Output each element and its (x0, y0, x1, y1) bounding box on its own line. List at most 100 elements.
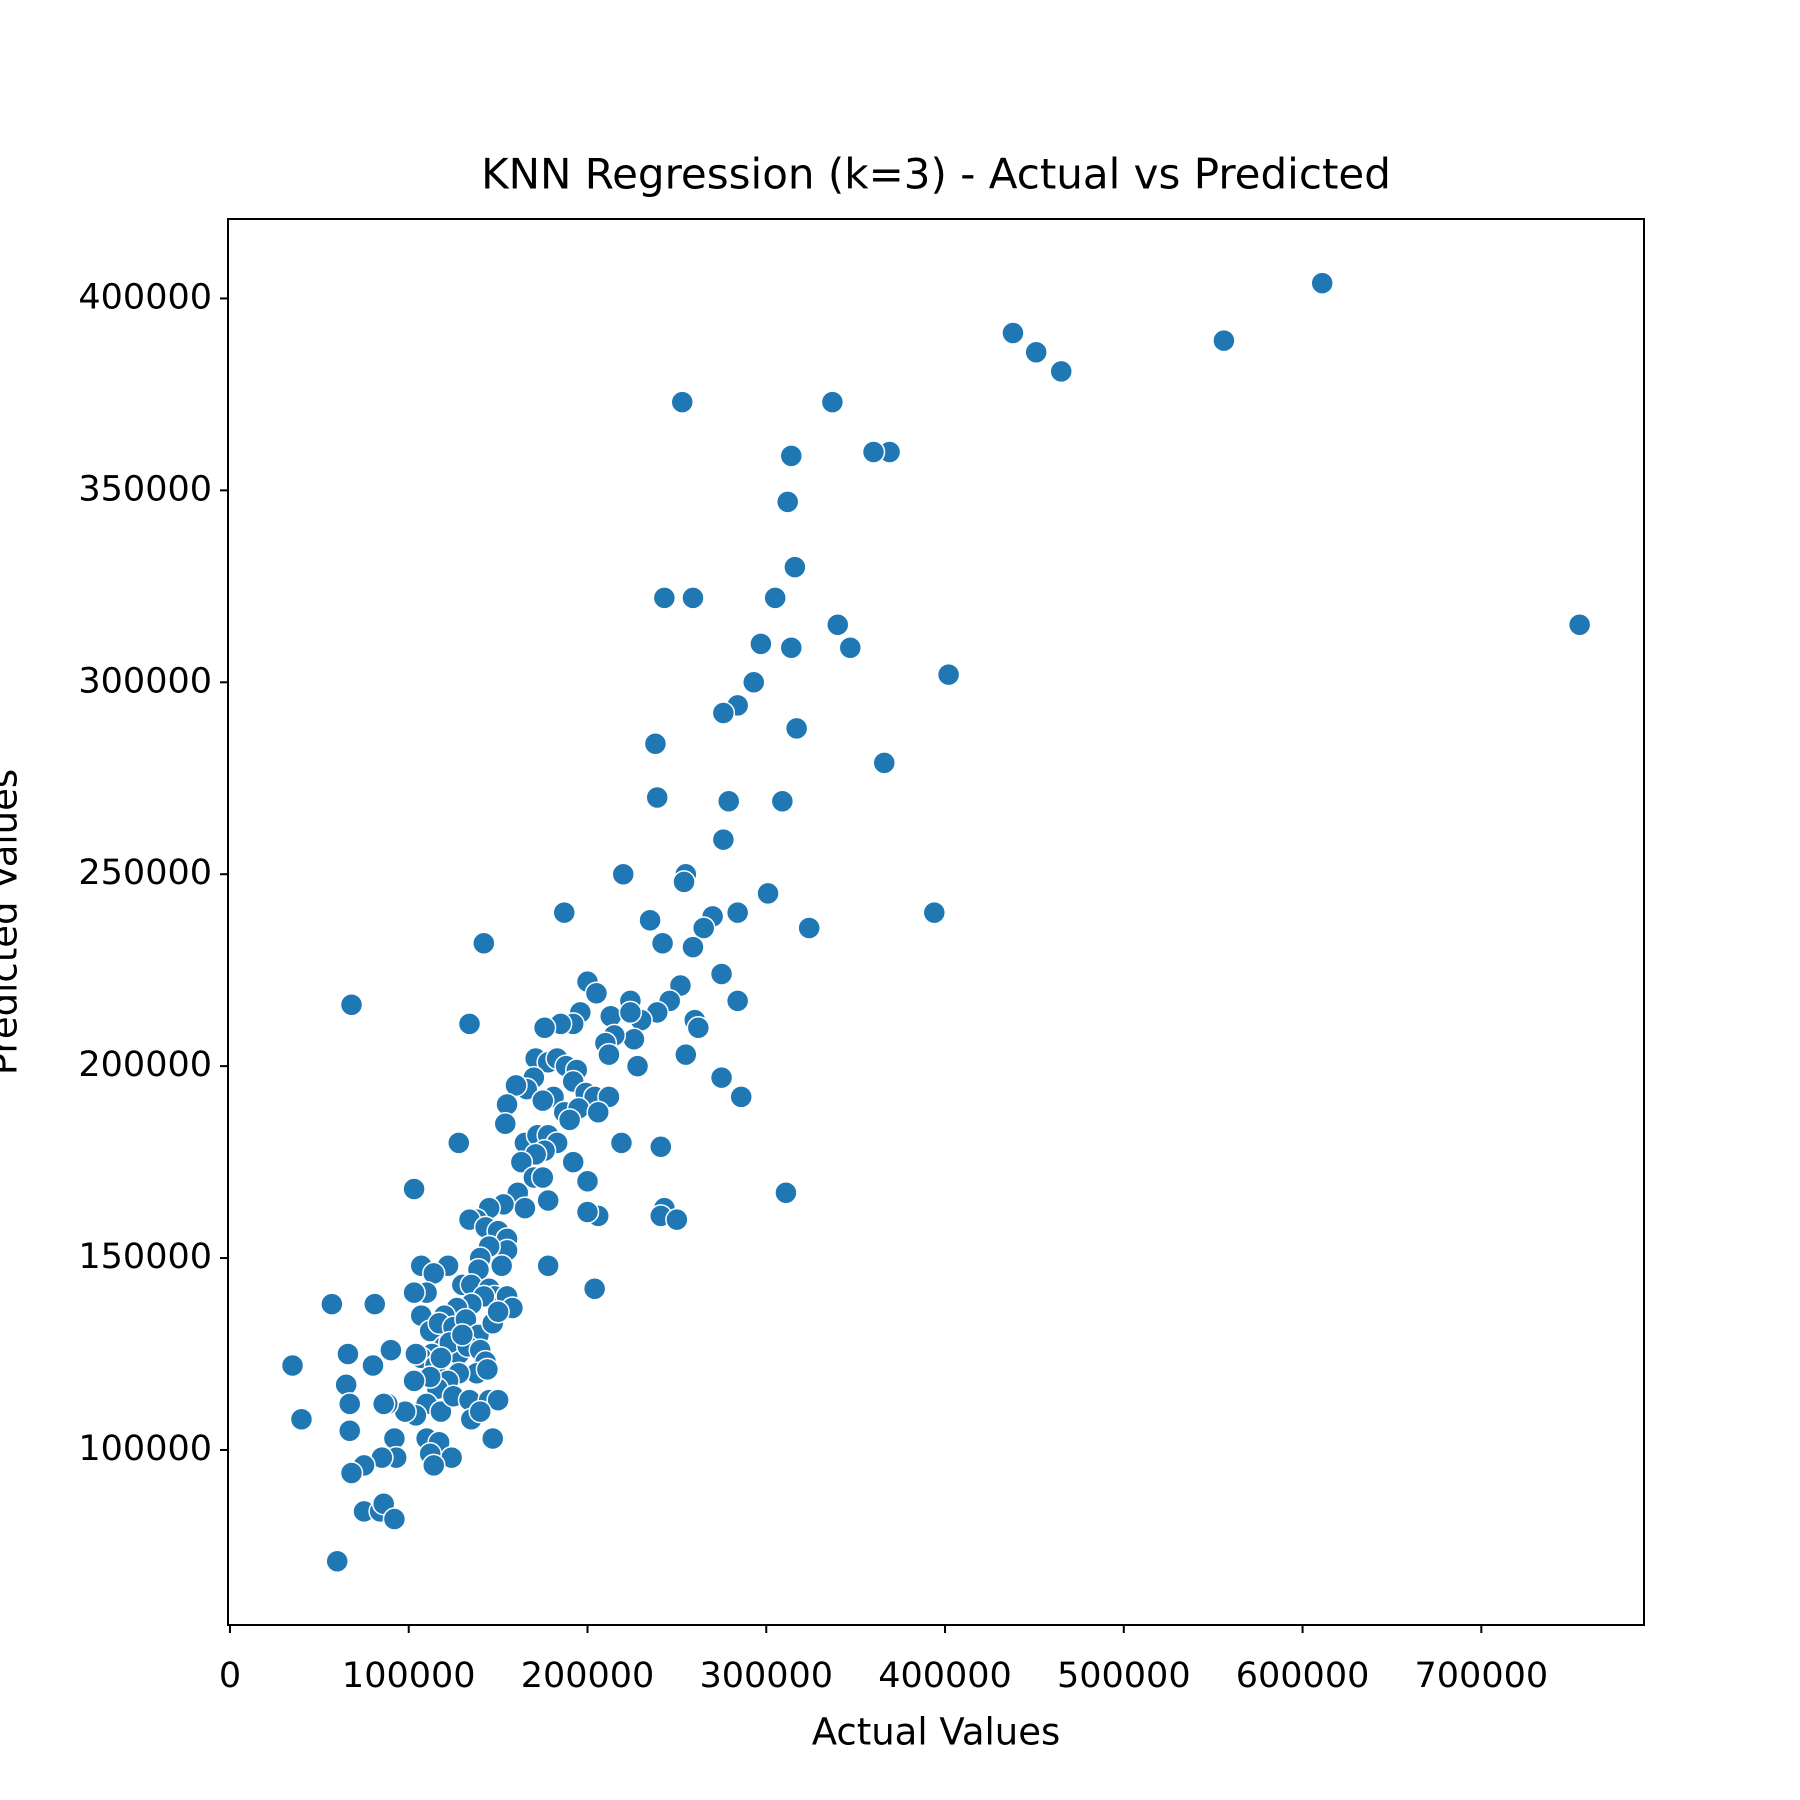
point (711, 701, 736, 725)
point (609, 1131, 634, 1155)
point (586, 1100, 610, 1124)
point (280, 1353, 305, 1378)
point (674, 1042, 698, 1067)
point (429, 1346, 453, 1370)
point (711, 827, 736, 852)
point (729, 1085, 753, 1109)
point (361, 1353, 385, 1378)
point (838, 635, 863, 660)
point (672, 870, 696, 894)
point (493, 1111, 518, 1136)
point (643, 731, 668, 756)
point (650, 931, 675, 956)
point (531, 1088, 555, 1113)
point (363, 1292, 387, 1316)
x-tick-label: 0 (219, 1656, 241, 1696)
point (532, 1015, 557, 1040)
point (289, 1407, 314, 1432)
point (371, 1392, 396, 1416)
point (1212, 328, 1236, 353)
point (404, 1342, 428, 1366)
point (645, 785, 669, 810)
x-tick-label: 600000 (1236, 1656, 1370, 1696)
point (1049, 359, 1073, 384)
point (686, 1015, 711, 1040)
y-tick-label: 150000 (78, 1237, 212, 1277)
point (382, 1507, 407, 1531)
point (649, 1134, 673, 1159)
point (582, 1277, 607, 1301)
point (1310, 271, 1334, 295)
point (749, 632, 773, 656)
point (339, 992, 364, 1017)
point (472, 931, 496, 956)
point (670, 390, 694, 414)
point (575, 1169, 600, 1194)
point (475, 1357, 500, 1382)
point (429, 1399, 453, 1424)
point (820, 390, 845, 414)
y-tick-label: 250000 (78, 853, 212, 893)
point (691, 916, 716, 940)
point (334, 1372, 358, 1397)
point (504, 1073, 528, 1098)
y-tick-label: 400000 (78, 277, 212, 317)
point (531, 1165, 555, 1190)
point (513, 1196, 537, 1220)
point (336, 1342, 360, 1366)
point (457, 1012, 482, 1036)
point (784, 716, 809, 741)
point (709, 962, 734, 986)
point (509, 1150, 534, 1174)
point (638, 908, 662, 933)
point (775, 490, 800, 514)
point (770, 789, 795, 814)
point (584, 981, 609, 1005)
point (468, 1399, 492, 1424)
y-tick-label: 100000 (78, 1429, 212, 1469)
point (598, 1004, 623, 1028)
point (861, 440, 886, 464)
x-tick-label: 300000 (699, 1656, 833, 1696)
point (536, 1188, 560, 1213)
point (652, 586, 677, 610)
x-tick-label: 200000 (521, 1656, 655, 1696)
point (337, 1419, 362, 1443)
point (552, 900, 577, 925)
point (779, 635, 804, 660)
point (1024, 340, 1048, 364)
point (422, 1453, 446, 1478)
point (402, 1177, 426, 1201)
point (450, 1323, 475, 1347)
point (763, 586, 787, 610)
point (557, 1108, 582, 1132)
point (872, 751, 896, 775)
point (611, 862, 636, 886)
point (681, 586, 705, 610)
point (625, 1054, 650, 1078)
point (774, 1181, 798, 1205)
point (379, 1338, 403, 1362)
plot-frame (227, 218, 1645, 1626)
point (339, 1461, 364, 1485)
point (1567, 612, 1592, 637)
point (486, 1300, 510, 1324)
y-tick-label: 350000 (78, 469, 212, 509)
point (575, 1200, 600, 1224)
point (681, 935, 705, 959)
point (826, 612, 850, 637)
point (320, 1292, 344, 1316)
y-axis-label: Predicted Values (0, 769, 26, 1075)
point (725, 989, 750, 1013)
point (618, 1000, 643, 1025)
point (783, 555, 807, 579)
y-tick-label: 200000 (78, 1045, 212, 1085)
point (561, 1150, 585, 1174)
x-tick-label: 400000 (878, 1656, 1012, 1696)
point (489, 1253, 514, 1278)
x-tick-label: 100000 (342, 1656, 476, 1696)
point (1001, 321, 1025, 345)
point (481, 1426, 505, 1451)
